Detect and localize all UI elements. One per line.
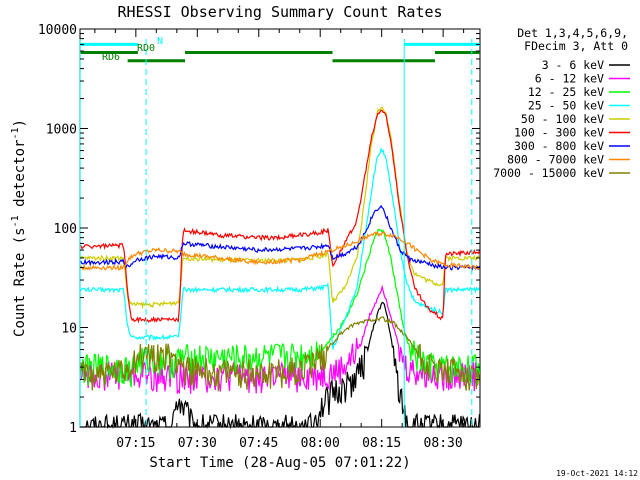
y-tick-label: 1000 <box>46 123 77 138</box>
legend-header-line-1: Det 1,3,4,5,6,9, <box>517 26 628 40</box>
y-axis-title-exp2: -1 <box>10 127 21 139</box>
legend-label: 3 - 6 keV <box>542 58 604 72</box>
annotation-rd6: RD6 <box>102 52 120 63</box>
chart-title: RHESSI Observing Summary Count Rates <box>117 3 442 21</box>
x-tick-label: 08:15 <box>362 436 401 451</box>
x-axis-ticks: 07:15 07:30 07:45 08:00 08:15 08:30 <box>94 29 465 451</box>
y-axis-title-close: ) <box>12 119 28 127</box>
x-tick-label: 07:15 <box>116 436 155 451</box>
y-axis-title-unit: detector <box>12 140 28 216</box>
series-line-8 <box>79 231 481 271</box>
x-tick-label: 08:30 <box>424 436 463 451</box>
legend-label: 300 - 800 keV <box>514 139 604 153</box>
y-axis-title-exp1: -1 <box>10 215 21 227</box>
marker-layer <box>79 39 480 427</box>
x-tick-label: 07:30 <box>178 436 217 451</box>
legend-item: 6 - 12 keV <box>535 72 630 86</box>
y-tick-label: 1 <box>69 421 77 436</box>
y-tick-label: 10 <box>61 322 77 337</box>
legend-label: 25 - 50 keV <box>528 99 604 113</box>
y-axis-title-main: Count Rate (s <box>12 227 28 337</box>
legend-item: 50 - 100 keV <box>521 112 630 126</box>
y-axis-title: Count Rate (s-1 detector-1) <box>10 119 28 337</box>
series-line-5 <box>79 106 480 310</box>
legend-item: 25 - 50 keV <box>528 99 630 113</box>
annotation-night: N <box>157 36 163 47</box>
series-line-4 <box>79 147 480 350</box>
legend-label: 50 - 100 keV <box>521 112 604 126</box>
series-line-3 <box>79 228 481 388</box>
legend: Det 1,3,4,5,6,9, FDecim 3, Att 0 3 - 6 k… <box>493 26 630 180</box>
series-layer <box>79 106 481 430</box>
legend-header-line-2: FDecim 3, Att 0 <box>524 39 628 53</box>
legend-item: 7000 - 15000 keV <box>493 166 630 180</box>
y-axis-ticks: 1 10 100 1000 10000 <box>38 23 480 436</box>
series-line-6 <box>79 109 481 324</box>
x-tick-label: 07:45 <box>239 436 278 451</box>
generation-timestamp: 19-Oct-2021 14:12 <box>556 469 638 478</box>
legend-item: 12 - 25 keV <box>528 85 630 99</box>
legend-label: 7000 - 15000 keV <box>493 166 604 180</box>
legend-label: 12 - 25 keV <box>528 85 604 99</box>
legend-label: 6 - 12 keV <box>535 72 604 86</box>
annotation-rd0: RD0 <box>137 43 155 54</box>
series-line-2 <box>79 284 481 395</box>
legend-item: 100 - 300 keV <box>514 126 630 140</box>
legend-item: 3 - 6 keV <box>542 58 630 72</box>
x-axis-title: Start Time (28-Aug-05 07:01:22) <box>149 455 410 471</box>
legend-label: 800 - 7000 keV <box>507 153 604 167</box>
series-line-9 <box>79 316 481 392</box>
legend-item: 800 - 7000 keV <box>507 153 630 167</box>
y-tick-label: 100 <box>54 222 77 237</box>
legend-label: 100 - 300 keV <box>514 126 604 140</box>
legend-item: 300 - 800 keV <box>514 139 630 153</box>
x-tick-label: 08:00 <box>301 436 340 451</box>
y-tick-label: 10000 <box>38 23 77 38</box>
series-line-7 <box>79 204 481 271</box>
legend-header: Det 1,3,4,5,6,9, FDecim 3, Att 0 <box>517 26 628 53</box>
